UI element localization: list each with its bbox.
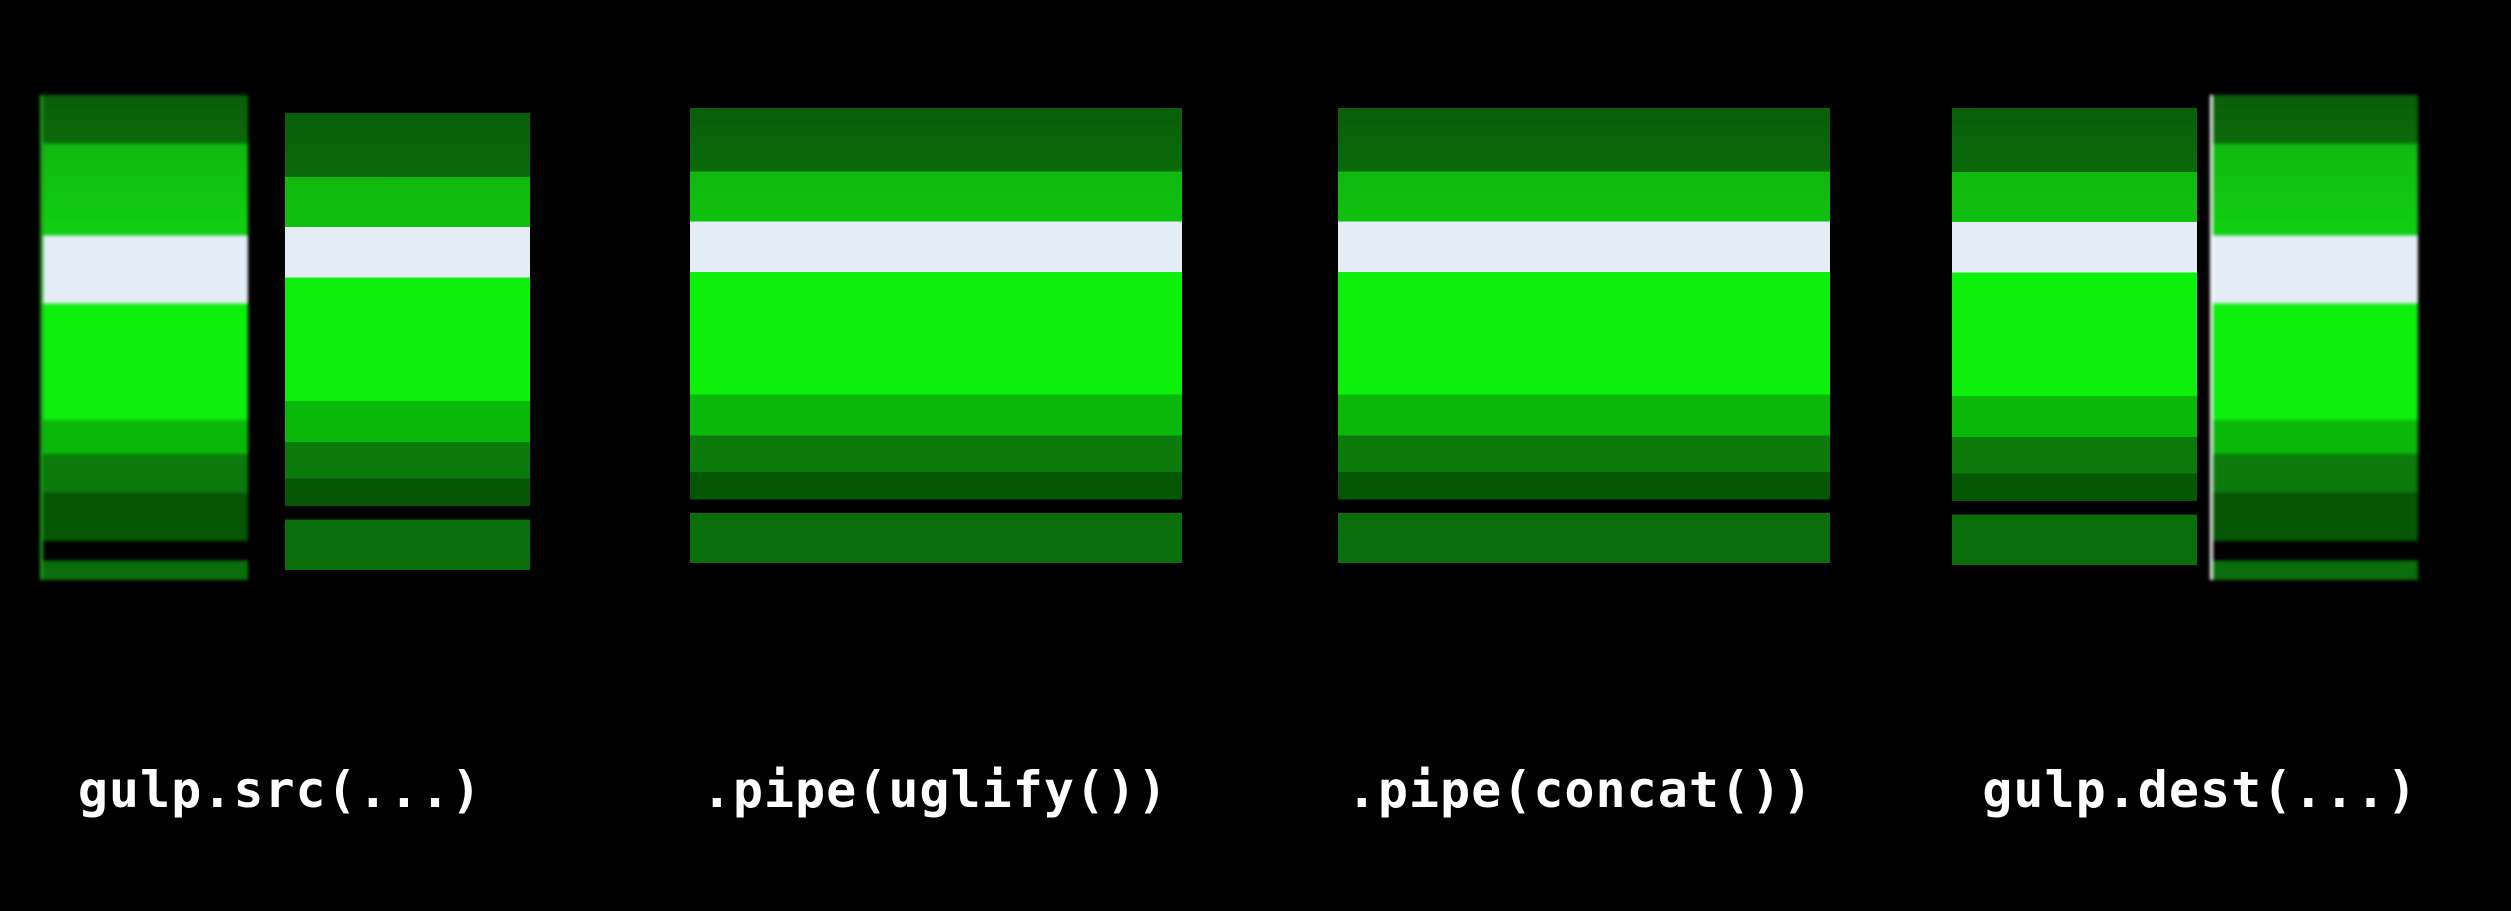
concat-pipe-segment [1338,108,1830,563]
stage-label-src: gulp.src(...) [77,761,483,819]
stage-label-concat: .pipe(concat()) [1346,761,1814,819]
source-pipe-segment [285,113,530,570]
uglify-pipe-segment [690,108,1182,563]
dest-pipe-segment [1952,108,2197,565]
stage-label-dest: gulp.dest(...) [1982,761,2418,819]
source-pipe-flange [40,95,248,580]
dest-pipe-flange [2210,95,2418,580]
stage-label-uglify: .pipe(uglify()) [701,761,1169,819]
